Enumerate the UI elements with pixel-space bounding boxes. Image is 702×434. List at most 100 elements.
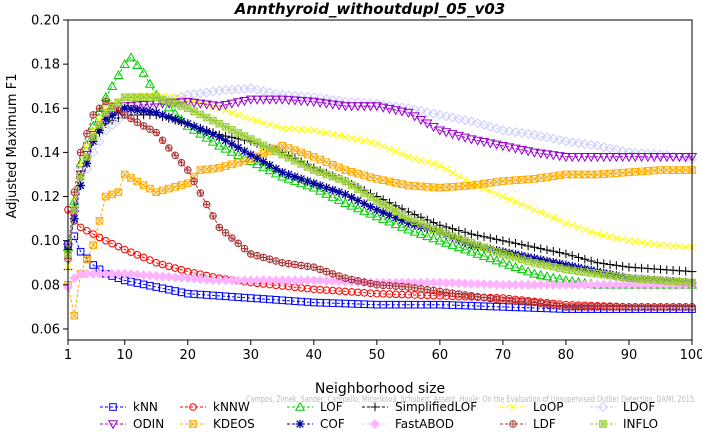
data-point xyxy=(139,93,148,102)
data-point xyxy=(264,87,275,98)
data-point xyxy=(479,232,489,242)
data-point xyxy=(171,100,179,108)
data-point xyxy=(562,303,570,311)
data-point xyxy=(83,255,91,264)
data-point xyxy=(612,169,621,177)
data-point xyxy=(649,153,660,163)
data-point xyxy=(448,232,457,241)
data-point xyxy=(253,138,261,147)
data-point xyxy=(611,153,622,163)
data-point xyxy=(309,179,319,188)
data-point xyxy=(536,255,546,264)
data-point xyxy=(441,277,452,288)
legend-item-cof: COF xyxy=(287,417,345,431)
data-point xyxy=(447,239,458,249)
data-point xyxy=(535,269,546,279)
data-point xyxy=(371,102,383,112)
data-point xyxy=(328,185,338,195)
data-point xyxy=(497,141,509,152)
data-point xyxy=(518,200,526,209)
data-point xyxy=(366,202,375,212)
data-point xyxy=(327,276,338,287)
data-point xyxy=(189,273,200,284)
data-point xyxy=(453,278,464,289)
legend-marker xyxy=(294,401,306,411)
data-point xyxy=(499,192,507,201)
data-point xyxy=(396,107,408,117)
data-point xyxy=(322,183,331,193)
data-point xyxy=(448,183,457,191)
data-point xyxy=(165,97,173,106)
data-point xyxy=(132,269,143,280)
data-point xyxy=(106,80,118,91)
data-point xyxy=(391,207,400,216)
data-point xyxy=(366,173,375,181)
data-point xyxy=(114,242,123,251)
data-point xyxy=(543,261,551,270)
data-point xyxy=(278,167,287,177)
data-point xyxy=(663,241,671,250)
data-point xyxy=(373,175,381,183)
data-point xyxy=(650,276,658,284)
data-point xyxy=(258,95,269,105)
data-point xyxy=(543,300,551,309)
data-point xyxy=(133,177,142,186)
data-point xyxy=(277,95,288,105)
data-point xyxy=(322,267,331,276)
y-tick-label: 0.18 xyxy=(31,58,60,73)
data-point xyxy=(334,187,344,197)
data-point xyxy=(511,176,520,185)
axes: 1 10 20 30 40 50 60 70 80 90 100 0.06 0.08 0.10 0.12 0.… xyxy=(31,14,702,364)
data-point xyxy=(302,97,313,107)
data-point xyxy=(568,266,577,275)
data-point xyxy=(461,236,469,245)
x-tick-label: 30 xyxy=(243,348,260,363)
data-point xyxy=(70,188,79,196)
chart-title: Annthyroid_withoutdupl_05_v03 xyxy=(234,0,506,18)
data-point xyxy=(264,165,275,175)
data-point xyxy=(491,255,502,265)
legend-label: kNNW xyxy=(213,400,250,414)
data-point xyxy=(158,186,167,195)
data-point xyxy=(442,183,450,192)
data-point xyxy=(644,239,652,247)
data-point xyxy=(434,126,446,136)
data-point xyxy=(617,153,628,163)
data-point xyxy=(442,165,450,173)
legend-label: LDOF xyxy=(623,400,655,414)
data-point xyxy=(291,260,299,269)
data-point xyxy=(631,168,640,176)
data-point xyxy=(209,116,217,125)
data-point xyxy=(441,237,452,247)
data-point xyxy=(618,303,627,311)
data-point xyxy=(352,102,364,112)
data-point xyxy=(108,190,116,199)
data-point xyxy=(618,273,627,282)
data-point xyxy=(202,200,211,209)
legend-marker xyxy=(107,420,119,430)
data-point xyxy=(593,230,602,238)
data-point xyxy=(226,146,238,156)
data-point xyxy=(530,243,539,252)
data-point xyxy=(284,124,293,133)
data-point xyxy=(114,106,123,115)
data-point xyxy=(390,106,401,116)
data-point xyxy=(297,148,306,157)
data-point xyxy=(220,100,231,111)
data-point xyxy=(360,137,368,145)
data-point xyxy=(335,272,343,280)
data-point xyxy=(631,274,640,283)
data-point xyxy=(586,256,596,266)
data-point xyxy=(127,93,135,102)
data-point xyxy=(385,204,394,212)
data-point xyxy=(510,144,521,154)
data-point xyxy=(145,107,155,117)
legend-item-fastabod: FastABOD xyxy=(362,417,454,431)
data-point xyxy=(114,98,123,107)
data-point xyxy=(284,170,293,179)
data-point xyxy=(473,241,482,249)
data-point xyxy=(460,278,471,289)
data-point xyxy=(422,107,433,118)
data-point xyxy=(417,156,425,165)
data-point xyxy=(530,206,539,214)
